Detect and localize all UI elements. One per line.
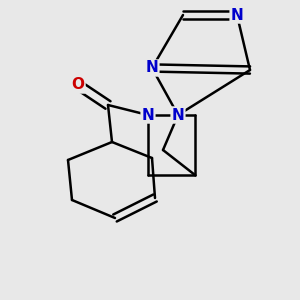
Text: N: N — [231, 8, 243, 22]
Text: N: N — [172, 107, 184, 122]
Text: N: N — [146, 61, 158, 76]
Text: O: O — [71, 77, 85, 92]
Text: N: N — [142, 107, 154, 122]
